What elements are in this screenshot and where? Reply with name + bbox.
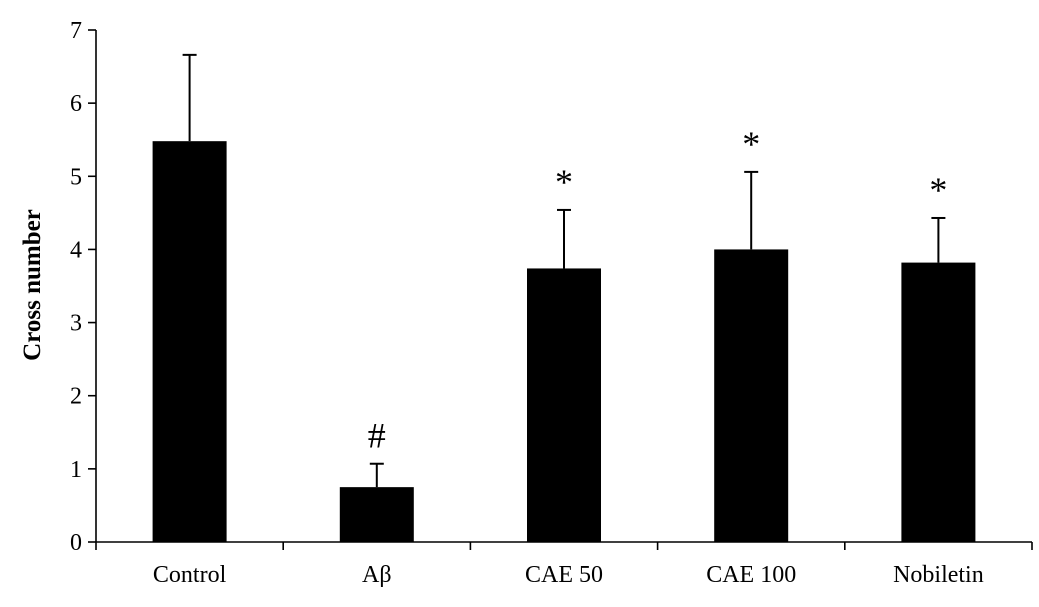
y-tick-label: 6 (70, 91, 82, 117)
x-tick-label: Control (153, 562, 227, 588)
significance-marker: # (368, 416, 386, 456)
significance-marker: * (555, 162, 573, 202)
y-tick-label: 1 (70, 457, 82, 483)
y-axis-label: Cross number (19, 209, 46, 361)
y-tick-label: 3 (70, 311, 82, 337)
bars (152, 141, 976, 543)
bar (527, 268, 601, 542)
bar (714, 249, 789, 542)
y-tick-label: 0 (70, 530, 82, 556)
y-tick-label: 2 (70, 384, 82, 410)
bar (339, 487, 414, 542)
y-axis: 0 1 2 3 4 5 6 7 (70, 18, 97, 556)
x-tick-label: CAE 100 (706, 562, 796, 588)
y-tick-label: 5 (70, 164, 82, 190)
significance-annotations: # * * * (368, 124, 948, 456)
significance-marker: * (742, 124, 760, 164)
error-bars (182, 53, 946, 488)
y-tick-label: 4 (70, 237, 82, 263)
x-axis: Control Aβ CAE 50 CAE 100 Nobiletin (95, 541, 1033, 588)
bar (901, 262, 976, 542)
y-tick-label: 7 (70, 18, 82, 44)
bar (152, 141, 227, 543)
x-tick-label: Aβ (362, 562, 392, 588)
x-tick-label: CAE 50 (525, 562, 603, 588)
significance-marker: * (929, 170, 947, 210)
x-tick-label: Nobiletin (893, 562, 984, 588)
